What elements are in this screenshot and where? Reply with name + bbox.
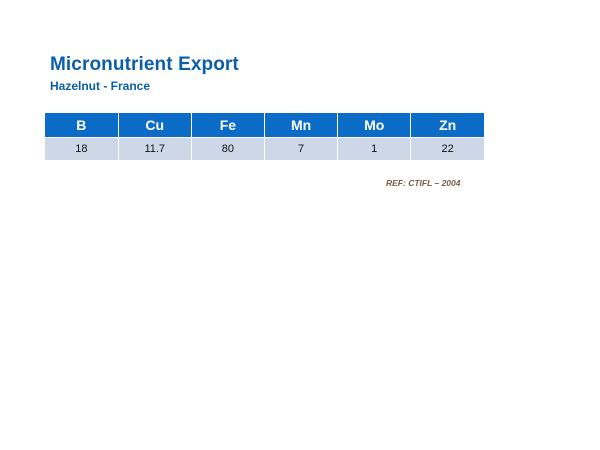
value-cell-fe: 80 [191, 137, 265, 160]
header-cell-cu: Cu [118, 113, 192, 138]
table-row: 18 11.7 80 7 1 22 [45, 137, 484, 160]
micronutrient-table: B Cu Fe Mn Mo Zn 18 11.7 80 7 1 22 [45, 113, 484, 160]
header-cell-mo: Mo [337, 113, 412, 138]
page-subtitle: Hazelnut - France [50, 79, 151, 93]
reference-note: REF: CTIFL – 2004 [386, 178, 461, 188]
header-cell-b: B [45, 113, 119, 138]
value-cell-zn: 22 [410, 137, 484, 160]
page-title: Micronutrient Export [50, 54, 239, 75]
header-cell-fe: Fe [191, 113, 265, 138]
table-header-row: B Cu Fe Mn Mo Zn [45, 113, 484, 138]
value-cell-cu: 11.7 [118, 137, 192, 160]
value-cell-mo: 1 [337, 137, 412, 160]
header-cell-zn: Zn [410, 113, 484, 138]
value-cell-b: 18 [45, 137, 119, 160]
value-cell-mn: 7 [264, 137, 339, 160]
header-cell-mn: Mn [264, 113, 339, 138]
